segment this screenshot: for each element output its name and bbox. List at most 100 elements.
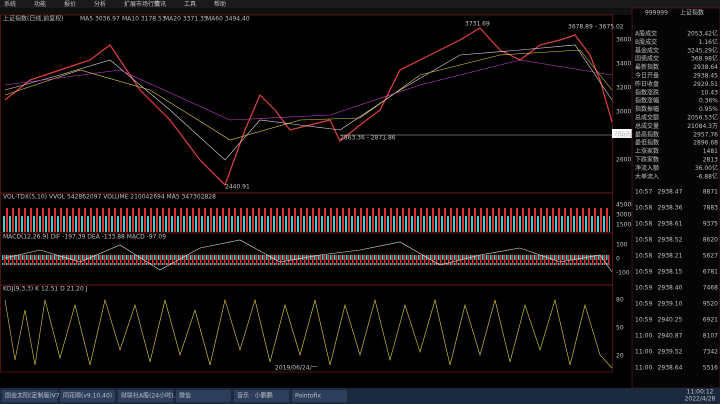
price-tick: 3000: [616, 109, 631, 116]
menu-item[interactable]: 分析: [94, 0, 106, 8]
ma-legend: MA60 3494.40: [206, 16, 250, 23]
date-label: 2019/06/24/一: [275, 365, 318, 372]
tick-time: 11:00: [635, 365, 652, 372]
quote-value: 2056.53亿: [687, 114, 718, 122]
menu-item[interactable]: 帮助: [214, 0, 226, 8]
quote-label: 大单流入: [635, 172, 659, 180]
price-tick: 3600: [616, 37, 631, 44]
task-button[interactable]: [60, 390, 115, 402]
task-button[interactable]: [292, 390, 347, 402]
quote-value: 2929.51: [693, 81, 718, 88]
tick-time: 10:58: [635, 237, 652, 244]
ma-line: [4, 59, 613, 121]
quote-value: 2896.68: [693, 140, 718, 147]
price-tick: 3200: [616, 85, 631, 92]
tick-volume: 5516: [703, 365, 718, 372]
menu-item[interactable]: 扩展市场行情: [124, 0, 160, 8]
toolbar: [0, 8, 632, 15]
tick-volume: 6781: [703, 269, 718, 276]
quote-label: 最低指数: [635, 139, 659, 147]
indicator-tick: 50: [616, 325, 624, 332]
indicator-tick: 100: [616, 242, 628, 249]
price-tick: 3400: [616, 61, 631, 68]
task-button[interactable]: [234, 390, 289, 402]
task-label: 同花顺(v9.10.40): [63, 392, 112, 400]
tick-price: 2938.40: [658, 285, 683, 292]
tick-volume: 7468: [703, 285, 718, 292]
indicator-tick: 15000: [616, 222, 635, 229]
menu-item[interactable]: 资讯: [154, 0, 166, 8]
price-tag: [612, 129, 632, 138]
quote-label: 上涨家数: [635, 147, 659, 155]
quote-label: 基金成交: [635, 46, 659, 54]
quote-label: 最新指数: [635, 63, 659, 71]
indicator-tick: 30000: [616, 212, 635, 219]
chart-title: 上证指数(日线,前复权): [3, 15, 64, 23]
tick-volume: 9375: [703, 221, 718, 228]
tick-time: 10:59: [635, 269, 652, 276]
tick-price: 2939.10: [658, 301, 683, 308]
quote-label: 净流入额: [635, 164, 659, 172]
quote-value: 2938.64: [693, 64, 718, 71]
indicator-label: MACD(12,26,9) DIF -197.39 DEA -133.88 MA…: [3, 234, 166, 241]
quote-value: 36.00亿: [695, 164, 718, 172]
menu-item[interactable]: 功能: [34, 0, 46, 8]
indicator-tick: 45000: [616, 202, 635, 209]
kdj-line: [4, 298, 613, 369]
task-button[interactable]: [118, 390, 173, 402]
tick-price: 2938.15: [658, 269, 683, 276]
task-label: Pointofix: [295, 393, 321, 400]
macd-bars: [2, 255, 610, 265]
tick-volume: 8620: [703, 237, 718, 244]
quote-label: 指数振幅: [635, 105, 659, 113]
task-label: 音乐 · 小鹏鹏: [237, 392, 273, 400]
tick-time: 10:58: [635, 205, 652, 212]
tick-volume: 6921: [703, 317, 718, 324]
tick-volume: 8107: [703, 333, 718, 340]
quote-value: 21084.3万: [687, 123, 718, 130]
quote-label: 指数涨跌: [635, 88, 659, 96]
ma-legend: MA10 3178.53: [122, 16, 166, 23]
indicator-tick: 20: [616, 353, 624, 360]
quote-value: 1481: [703, 148, 718, 155]
indicator-tick: 80: [616, 297, 624, 304]
tick-price: 2940.87: [658, 333, 683, 340]
price-line: [4, 27, 613, 187]
ma-legend: MA20 3371.35: [164, 16, 208, 23]
indicator-tick: 0: [616, 256, 620, 263]
task-button[interactable]: [2, 390, 57, 402]
clock-time: 11:00:12: [687, 389, 714, 396]
quote-value: 2053.42亿: [687, 30, 718, 38]
quote-value: 1.16亿: [699, 38, 718, 46]
menu-item[interactable]: 报价: [64, 0, 76, 8]
indicator-tick: -100: [616, 270, 630, 277]
tick-volume: 9520: [703, 301, 718, 308]
tick-price: 2940.25: [658, 317, 683, 324]
ma-legend: MA5 3036.97: [80, 16, 120, 23]
menu-item[interactable]: 系统: [4, 0, 16, 8]
tick-time: 10:58: [635, 221, 652, 228]
quote-label: 总成交量: [635, 122, 659, 130]
task-label: 国金太阳(定制版)V7...: [5, 392, 65, 400]
task-label: 微信: [179, 392, 191, 400]
quote-value: 0.95%: [699, 106, 718, 113]
indicator-label: VOL-TDX(5,10) VVOL 542862097 VOLUME 2100…: [3, 194, 216, 201]
tick-time: 10:59: [635, 285, 652, 292]
tick-price: 2938.61: [658, 221, 683, 228]
tick-volume: 8871: [703, 189, 718, 196]
ma-line: [4, 44, 613, 161]
price-tick: 2800: [616, 133, 631, 140]
tick-price: 2938.36: [658, 205, 683, 212]
annotation: 2863.36 - 2871.86: [340, 135, 396, 142]
menu-item[interactable]: 工具: [184, 1, 196, 8]
quote-label: 指数涨幅: [635, 97, 659, 105]
quote-label: 国债成交: [635, 55, 659, 63]
tick-price: 2938.47: [658, 189, 683, 196]
quote-label: 最高指数: [635, 130, 659, 138]
annotation: 3731.69: [465, 21, 490, 28]
task-button[interactable]: [176, 390, 231, 402]
indicator-label: KDJ(9,3,3) K 12.51 D 21.20 J: [3, 286, 88, 293]
tick-volume: 5627: [703, 253, 718, 260]
quote-value: 2813: [703, 157, 718, 164]
quote-label: A股成交: [635, 30, 657, 38]
